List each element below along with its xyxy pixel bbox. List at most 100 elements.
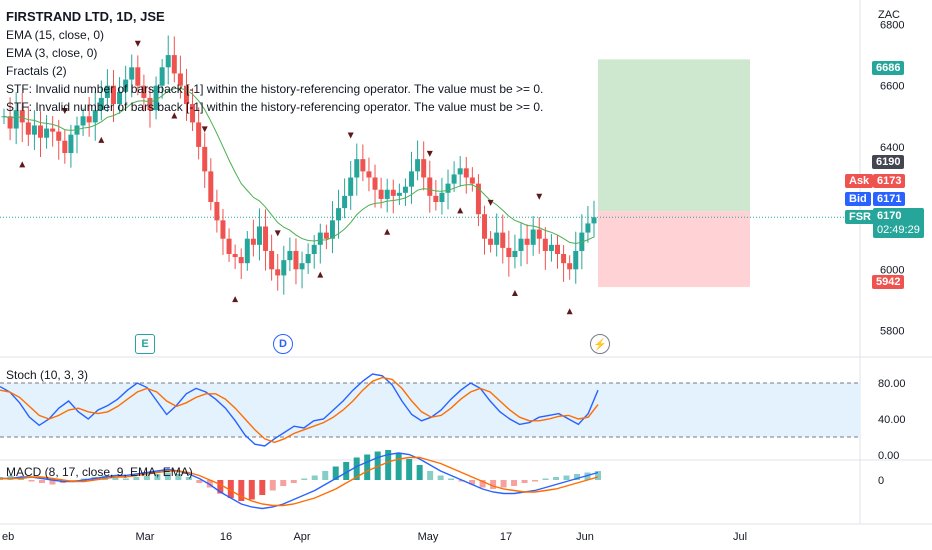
candle-body [177,73,183,86]
candle-body [323,232,329,239]
candle-body [427,177,433,196]
candle-body [518,238,524,251]
candle-body [384,189,390,199]
macd-histogram-bar [563,475,570,480]
target-price-tag: 6686 [872,61,905,75]
dividend-icon[interactable]: D [273,334,293,354]
candle-body [524,238,530,245]
candle-body [372,177,378,190]
macd-histogram-bar [311,475,318,480]
macd-histogram-bar [521,480,528,483]
split-icon[interactable]: ⚡ [590,334,610,354]
candle-body [226,238,232,255]
candle-body [409,171,415,187]
candle-body [196,122,202,147]
candle-body [147,97,153,111]
macd-histogram-bar [395,453,402,480]
macd-histogram-bar [584,472,591,480]
candle-body [567,263,573,270]
macd-histogram-bar [143,475,150,480]
indicator-stf-error-1[interactable]: STF: Invalid number of bars back [-1] wi… [6,82,544,96]
macd-histogram-bar [80,478,87,480]
macd-histogram-bar [364,454,371,480]
symbol-title[interactable]: FIRSTRAND LTD, 1D, JSE [6,9,165,24]
fractal-down-marker [511,289,518,296]
candle-body [214,201,220,221]
macd-histogram-bar [437,475,444,480]
macd-histogram-bar [301,478,308,480]
macd-histogram-bar [248,480,255,500]
candle-body [44,128,50,138]
candle-body [171,55,177,74]
candle-body [415,159,421,172]
candle-body [561,254,567,264]
macd-histogram-bar [511,480,518,486]
time-tick-label: 16 [220,531,232,543]
stoch-band [0,383,860,437]
time-tick-label: eb [2,531,14,543]
price-tick-label: 6400 [880,142,904,154]
candle-body [56,131,62,141]
candle-body [86,116,92,123]
macd-histogram-bar [553,477,560,480]
macd-histogram-bar [227,480,234,498]
candle-body [469,177,475,184]
candle-body [342,195,348,209]
candle-body [104,85,110,98]
macd-histogram-bar [238,480,245,501]
candle-body [244,238,250,264]
macd-histogram-bar [38,480,45,483]
candle-body [141,85,147,98]
candle-body [390,189,396,196]
macd-histogram-bar [490,480,497,489]
macd-histogram-bar [322,471,329,480]
fractal-up-marker [536,193,543,200]
candle-body [110,85,116,105]
fractal-down-marker [457,207,464,214]
candle-body [512,250,518,258]
stoch-legend[interactable]: Stoch (10, 3, 3) [6,368,89,382]
candle-body [354,159,360,178]
macd-tick-label: 0 [878,475,884,487]
indicator-fractals[interactable]: Fractals (2) [6,64,67,78]
macd-histogram-bar [427,471,434,480]
candle-body [153,85,159,111]
macd-histogram-bar [70,480,77,482]
bid-label: Bid [845,192,871,206]
candle-body [506,247,512,258]
candle-body [281,260,287,276]
macd-histogram-bar [101,475,108,480]
macd-histogram-bar [28,480,35,482]
candle-body [68,134,74,154]
indicator-ema15[interactable]: EMA (15, close, 0) [6,28,105,42]
candle-body [488,238,494,245]
candle-body [293,250,299,270]
indicator-ema3[interactable]: EMA (3, close, 0) [6,46,98,60]
fractal-down-marker [232,296,239,303]
candle-body [13,110,19,129]
candle-body [475,183,481,215]
candle-body [536,229,542,239]
fractal-up-marker [61,108,68,115]
candle-body [25,122,31,135]
candle-body [585,223,591,233]
earnings-icon[interactable]: E [135,334,155,354]
macd-legend[interactable]: MACD (8, 17, close, 9, EMA, EMA) [6,465,193,479]
indicator-stf-error-2[interactable]: STF: Invalid number of bars back [-1] wi… [6,100,544,114]
candle-body [159,67,165,86]
candle-body [183,85,189,105]
time-tick-label: 17 [500,531,512,543]
macd-histogram-bar [164,472,171,480]
candle-body [129,67,135,80]
time-tick-label: Jul [733,531,747,543]
high-price-tag: 6190 [872,155,905,169]
candle-body [220,220,226,239]
stoch-k-line [0,373,599,447]
candle-body [445,183,451,193]
candle-body [202,146,208,172]
candle-body [311,244,317,255]
candle-body [378,189,384,199]
fractal-down-marker [317,271,324,278]
stoch-tick-label: 40.00 [878,414,906,426]
